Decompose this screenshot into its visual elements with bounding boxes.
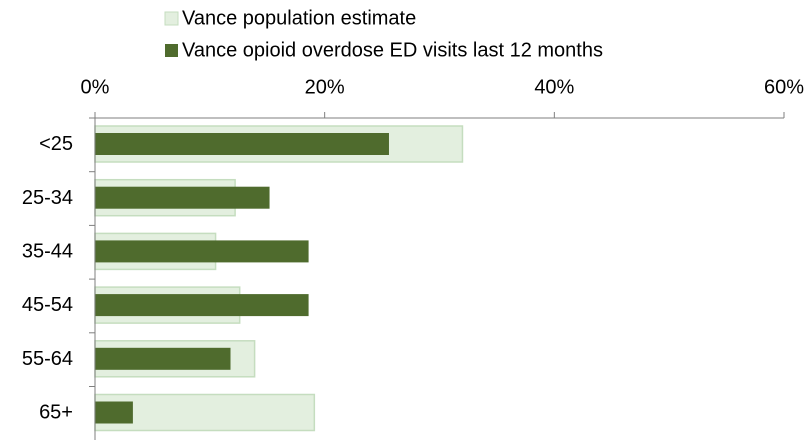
bar-ed-visits [95, 294, 309, 317]
x-tick-label: 40% [534, 76, 574, 98]
category-label: 65+ [39, 402, 73, 424]
legend-swatch [165, 44, 178, 57]
category-label: <25 [39, 133, 73, 155]
bar-ed-visits [95, 186, 270, 209]
bar-ed-visits [95, 401, 133, 424]
legend-label: Vance opioid overdose ED visits last 12 … [182, 39, 603, 61]
x-tick-label: 0% [81, 76, 110, 98]
legend-label: Vance population estimate [182, 7, 416, 29]
bar-ed-visits [95, 240, 309, 263]
bar-ed-visits [95, 347, 231, 370]
bar-ed-visits [95, 133, 389, 155]
y-axis: <25 25-34 35-44 45-54 55-64 65+ [22, 117, 96, 440]
legend-swatch [164, 11, 179, 26]
legend: Vance population estimate Vance opioid ov… [164, 7, 603, 61]
x-tick-label: 60% [764, 76, 804, 98]
bars [94, 125, 464, 432]
category-label: 25-34 [22, 187, 73, 209]
x-axis: 0% 20% 40% 60% [81, 76, 804, 119]
category-label: 55-64 [22, 348, 73, 370]
category-label: 45-54 [22, 294, 73, 316]
x-tick-label: 20% [305, 76, 345, 98]
category-label: 35-44 [22, 241, 73, 263]
